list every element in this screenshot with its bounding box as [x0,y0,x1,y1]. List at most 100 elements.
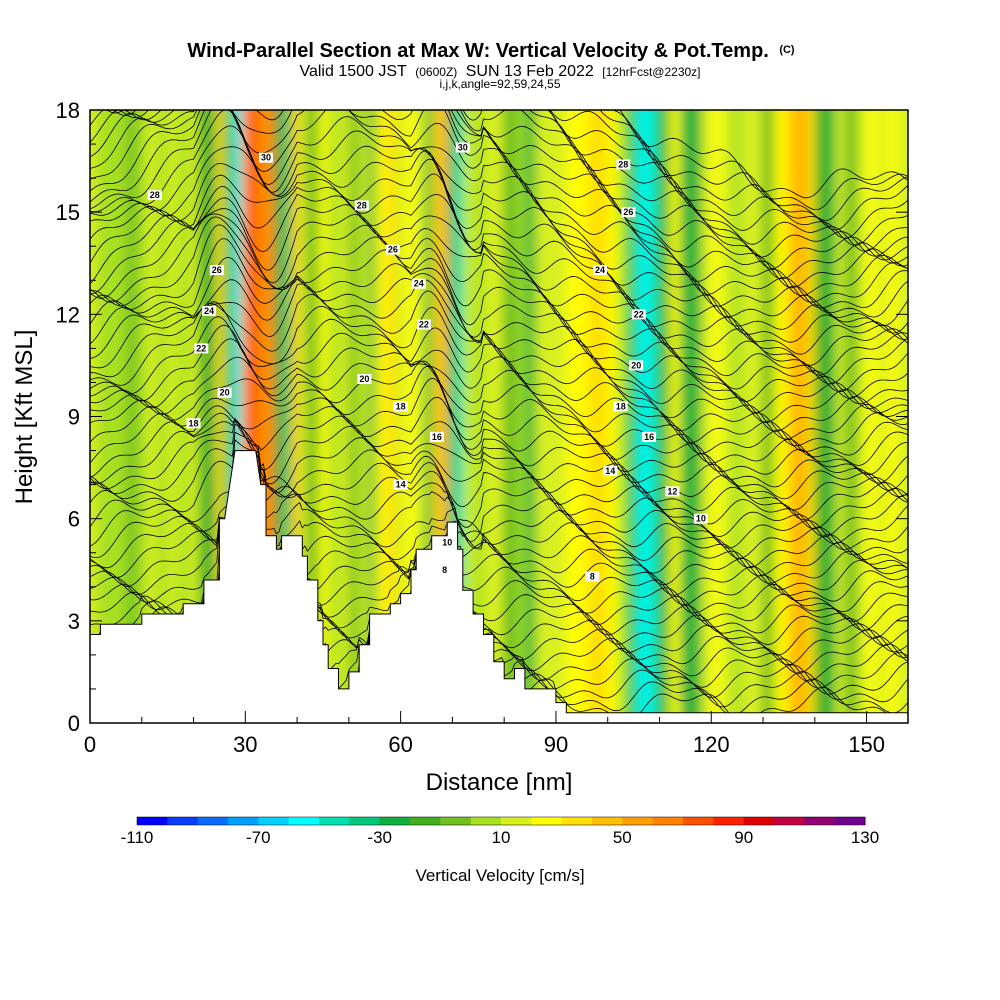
isentrope-line [90,279,908,432]
velocity-column [649,110,661,723]
svg-text:20: 20 [220,388,230,398]
velocity-column [115,110,128,723]
velocity-column [207,110,217,723]
velocity-column [448,110,458,723]
velocity-column [856,110,868,723]
velocity-column [514,110,526,723]
velocity-column [307,110,319,723]
colorbar-swatch [561,817,593,825]
svg-text:26: 26 [212,265,222,275]
contour-label: 12 [665,486,680,497]
isentrope-line [90,301,908,447]
isentrope-line [90,418,908,538]
svg-text:28: 28 [618,160,628,170]
velocity-column [597,110,609,723]
colorbar-swatch [834,817,866,825]
svg-text:14: 14 [396,480,406,490]
isentrope-line [90,110,908,297]
velocity-column [814,110,826,723]
valid-time: Valid 1500 JST [299,63,407,80]
contour-labels: 28 30 30 28 28 26 26 26 24 24 24 22 22 22 20 20 20 18 18 18… [147,142,708,582]
colorbar-swatch [379,817,411,825]
velocity-column [178,110,190,723]
svg-text:22: 22 [419,320,429,330]
svg-text:12: 12 [667,486,677,496]
velocity-column [504,110,516,723]
svg-text:26: 26 [388,245,398,255]
svg-text:10: 10 [442,538,452,548]
svg-text:28: 28 [150,190,160,200]
colorbar-swatch [774,817,805,825]
velocity-column [576,110,588,723]
y-tick-label: 12 [56,302,80,327]
colorbar-swatch [167,817,199,825]
velocity-column [524,110,537,723]
svg-text:30: 30 [458,143,468,153]
colorbar: -110 -70 -30 10 50 90 130 [121,816,879,847]
velocity-column [804,110,816,723]
velocity-column [835,110,847,723]
velocity-column [298,110,309,723]
isentrope-line [90,110,908,239]
contour-label: 28 [616,159,631,170]
x-tick-label: 60 [388,732,412,757]
svg-text:22: 22 [634,309,644,319]
isentrope-line [90,356,908,484]
velocity-column [456,110,465,723]
chart-subtitle: Valid 1500 JST (0600Z) SUN 13 Feb 2022 [… [299,63,700,80]
isentrope-line [90,110,908,252]
colorbar-swatch [713,817,745,825]
contour-label: 14 [603,466,618,476]
colorbar-swatch [652,817,684,825]
svg-text:20: 20 [359,374,369,384]
y-tick-label: 3 [68,609,80,634]
velocity-column [317,110,329,723]
colorbar-swatch [410,817,441,825]
velocity-column [376,110,386,723]
velocity-column [224,110,235,723]
contour-label: 18 [613,401,628,412]
colorbar-swatch [197,817,229,825]
velocity-column [483,110,495,723]
contour-label: 14 [393,479,408,490]
y-tick-label: 6 [68,507,80,532]
contour-label: 22 [416,319,431,330]
velocity-column [866,110,878,723]
isentrope-line [90,216,908,393]
isentrope-line [101,110,908,221]
isentrope-line [90,110,908,269]
contour-label: 8 [585,571,600,582]
velocity-column [493,110,505,723]
contour-label: 20 [217,387,232,398]
isentrope-line [90,324,908,466]
velocity-column [126,110,138,723]
y-tick-label: 18 [56,98,80,123]
svg-text:14: 14 [605,466,615,476]
x-tick-label: 0 [84,732,96,757]
colorbar-tick-label: 50 [613,828,632,847]
velocity-column [233,110,243,723]
isentrope-line [90,415,908,530]
velocity-column [876,110,889,723]
isentrope-line [90,377,908,511]
colorbar-tick-label: 90 [734,828,753,847]
y-axis-label: Height [Kft MSL] [11,330,38,505]
velocity-column [680,110,692,723]
x-tick-label: 90 [544,732,568,757]
isentrope-line [90,396,908,521]
x-tick-label: 150 [848,732,885,757]
contour-label: 20 [357,374,372,384]
isentrope-line [90,110,908,280]
svg-text:8: 8 [590,572,595,582]
isentrope-line [90,238,908,405]
colorbar-tick-label: 130 [851,828,879,847]
velocity-column [721,110,733,723]
contour-label: 30 [259,152,273,163]
colorbar-frame [136,816,866,826]
velocity-column [385,110,397,723]
contour-label: 8 [437,564,452,575]
velocity-column [215,110,226,723]
svg-text:24: 24 [595,265,605,275]
chart-title-main: Wind-Parallel Section at Max W: Vertical… [187,40,768,62]
isentrope-line [90,110,908,246]
